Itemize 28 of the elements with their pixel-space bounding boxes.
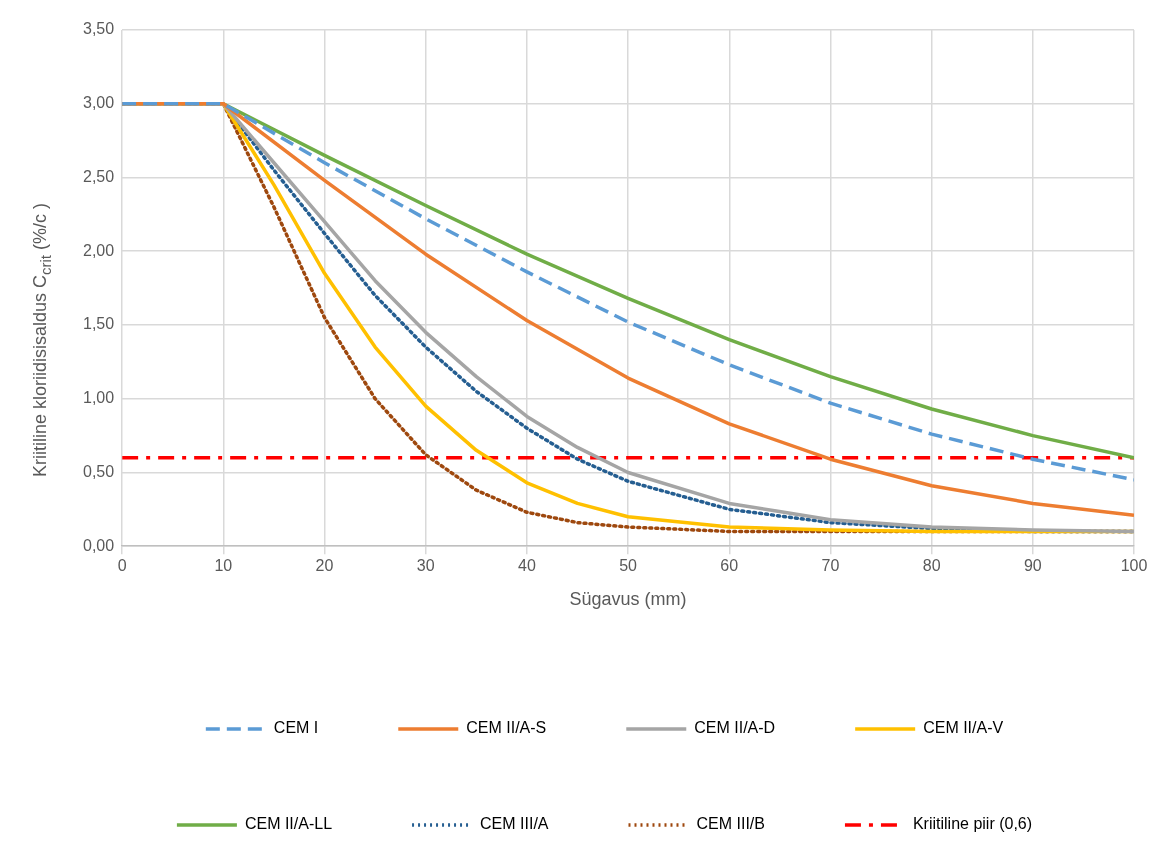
legend-label: CEM II/A-V [923, 719, 1004, 737]
x-tick-label: 10 [214, 557, 233, 575]
y-tick-label: 0,50 [83, 462, 115, 480]
y-tick-label: 2,50 [83, 167, 115, 185]
x-tick-label: 60 [720, 557, 739, 575]
legend-label: CEM II/A-D [694, 719, 776, 737]
x-tick-label: 30 [416, 557, 435, 575]
y-tick-label: 3,50 [83, 20, 115, 38]
legend-label: CEM II/A-S [466, 719, 547, 737]
x-tick-label: 90 [1023, 557, 1042, 575]
x-axis-title: Sügavus (mm) [569, 589, 687, 610]
x-tick-label: 100 [1120, 557, 1148, 575]
x-tick-label: 50 [619, 557, 638, 575]
x-tick-label: 20 [315, 557, 334, 575]
x-tick-label: 70 [821, 557, 840, 575]
y-tick-label: 0,00 [83, 536, 115, 554]
x-tick-label: 0 [117, 557, 127, 575]
legend-label: CEM III/B [696, 815, 765, 833]
y-tick-label: 1,00 [83, 389, 115, 407]
legend-label: Kriitiline piir (0,6) [912, 815, 1033, 833]
legend-label: CEM I [273, 719, 319, 737]
legend-label: CEM III/A [480, 815, 549, 833]
x-tick-label: 80 [922, 557, 941, 575]
legend-label: CEM II/A-LL [244, 815, 333, 833]
y-tick-label: 2,00 [83, 241, 115, 259]
y-tick-label: 3,00 [83, 94, 115, 112]
x-tick-label: 40 [517, 557, 536, 575]
y-tick-label: 1,50 [83, 315, 115, 333]
